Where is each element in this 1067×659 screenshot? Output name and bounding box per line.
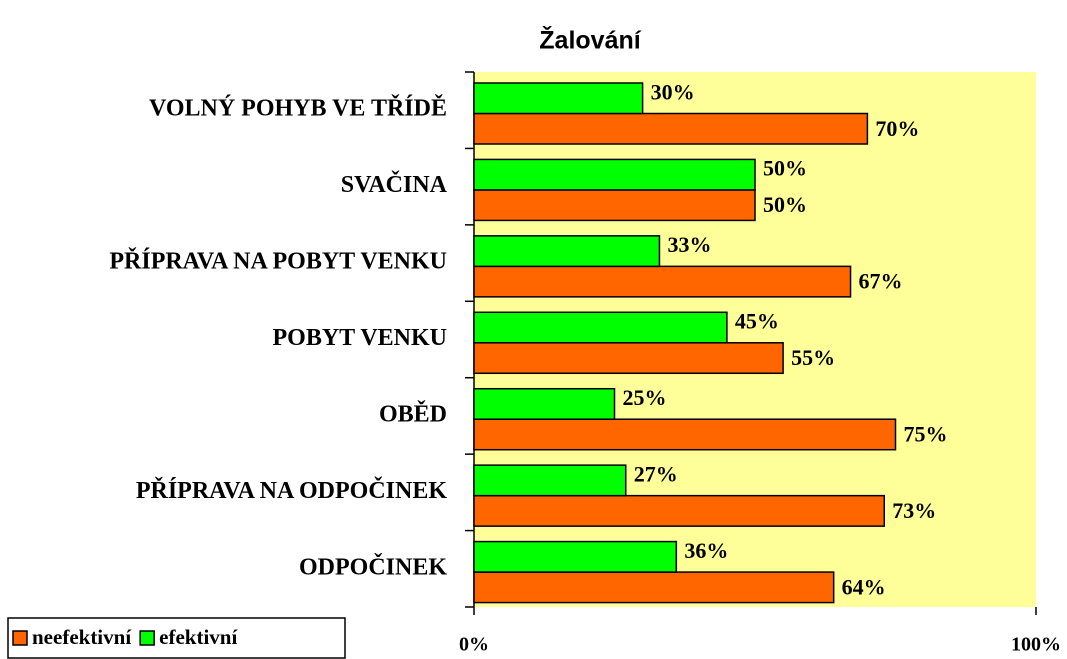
bar xyxy=(473,112,869,145)
x-tick-label: 100% xyxy=(1011,634,1061,656)
category-label: PŘÍPRAVA NA POBYT VENKU xyxy=(109,248,447,275)
value-label: 27% xyxy=(634,461,678,486)
bar xyxy=(473,540,678,573)
legend-swatch xyxy=(139,630,155,646)
category-label: ODPOČINEK xyxy=(299,553,447,580)
value-label: 50% xyxy=(763,192,807,217)
category-label: OBĚD xyxy=(379,400,447,427)
bar xyxy=(473,82,644,115)
value-label: 36% xyxy=(684,538,728,563)
legend-label: efektivní xyxy=(159,625,238,649)
bar xyxy=(473,464,627,497)
bar xyxy=(473,494,886,527)
bar xyxy=(473,189,756,222)
bar xyxy=(473,387,616,420)
bar xyxy=(473,265,852,298)
value-label: 55% xyxy=(791,345,835,370)
legend-swatch xyxy=(12,630,28,646)
legend-label: neefektivní xyxy=(32,625,132,649)
category-label: POBYT VENKU xyxy=(273,325,447,351)
legend-box xyxy=(7,617,346,659)
value-label: 64% xyxy=(842,574,886,599)
bar xyxy=(473,235,661,268)
value-label: 50% xyxy=(763,156,807,181)
chart-title: Žalování xyxy=(539,25,641,55)
value-label: 73% xyxy=(892,498,936,523)
bar xyxy=(473,311,728,344)
bar xyxy=(473,342,784,375)
value-label: 67% xyxy=(859,269,903,294)
category-label: PŘÍPRAVA NA ODPOČINEK xyxy=(136,477,447,504)
value-label: 33% xyxy=(667,232,711,257)
category-label: SVAČINA xyxy=(341,171,448,198)
bar xyxy=(473,571,835,604)
bar xyxy=(473,418,897,451)
x-tick-label: 0% xyxy=(459,634,489,656)
bar xyxy=(473,158,756,191)
category-label: VOLNÝ POHYB VE TŘÍDĚ xyxy=(149,95,447,122)
value-label: 75% xyxy=(904,422,948,447)
value-label: 30% xyxy=(651,79,695,104)
value-label: 70% xyxy=(875,116,919,141)
value-label: 45% xyxy=(735,309,779,334)
value-label: 25% xyxy=(623,385,667,410)
